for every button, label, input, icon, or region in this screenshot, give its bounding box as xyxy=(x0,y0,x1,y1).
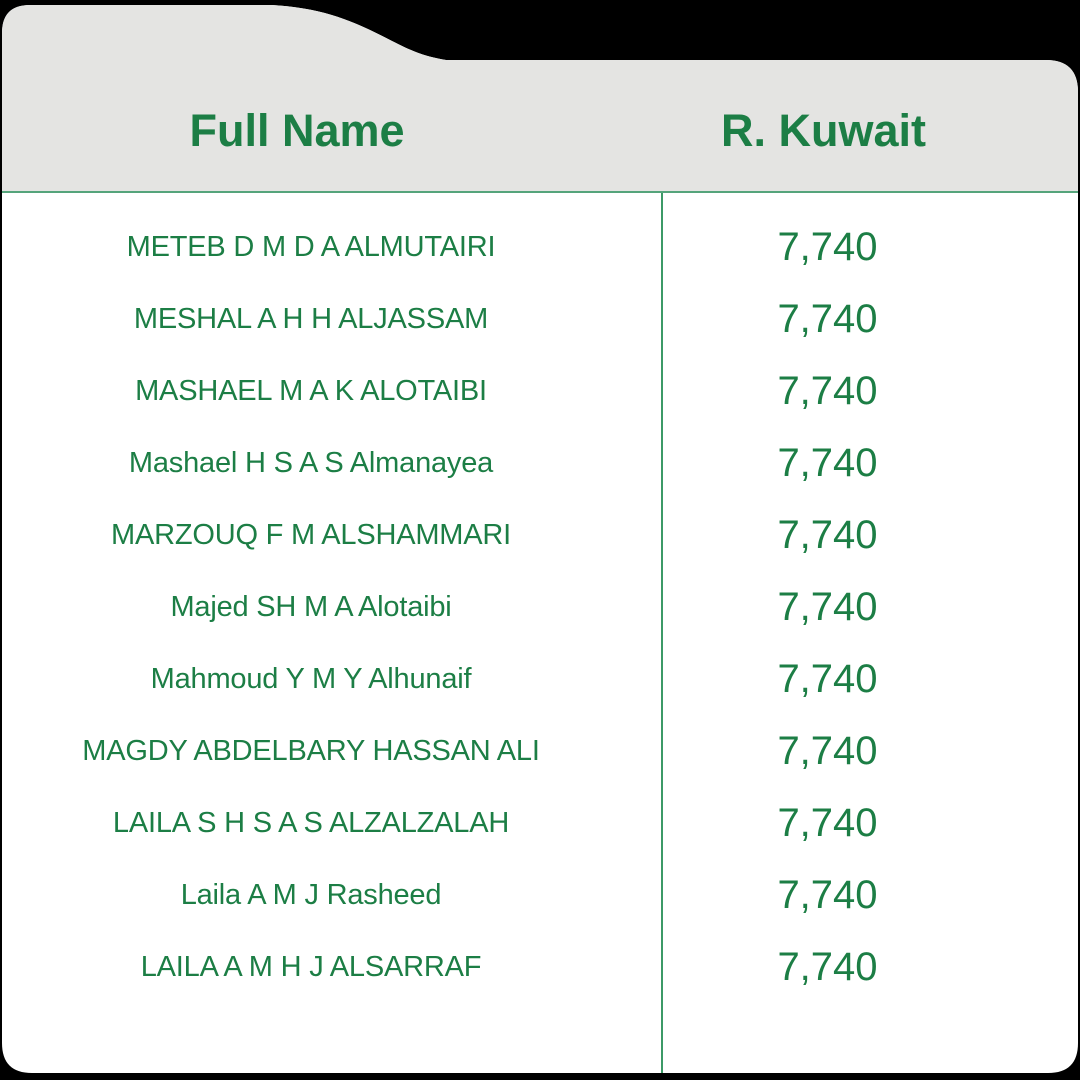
full-name-cell: MASHAEL M A K ALOTAIBI xyxy=(135,374,487,407)
value-cell: 7,740 xyxy=(777,296,878,341)
table-row: Majed SH M A Alotaibi 7,740 xyxy=(2,571,1079,643)
full-name-cell: Mahmoud Y M Y Alhunaif xyxy=(150,662,472,695)
full-name-cell: MARZOUQ F M ALSHAMMARI xyxy=(110,518,511,551)
table-row: MARZOUQ F M ALSHAMMARI 7,740 xyxy=(2,499,1079,571)
value-cell: 7,740 xyxy=(777,944,878,989)
full-name-cell: Majed SH M A Alotaibi xyxy=(170,590,452,623)
value-cell: 7,740 xyxy=(777,368,878,413)
value-cell: 7,740 xyxy=(777,440,878,485)
column-header-r-kuwait: R. Kuwait xyxy=(720,105,926,156)
table-row: LAILA A M H J ALSARRAF 7,740 xyxy=(2,931,1079,1003)
table-row: MESHAL A H H ALJASSAM 7,740 xyxy=(2,283,1079,355)
table-row: Mahmoud Y M Y Alhunaif 7,740 xyxy=(2,643,1079,715)
table-row: MASHAEL M A K ALOTAIBI 7,740 xyxy=(2,355,1079,427)
value-cell: 7,740 xyxy=(777,872,878,917)
full-name-cell: Mashael H S A S Almanayea xyxy=(128,446,494,479)
table-body: METEB D M D A ALMUTAIRI 7,740 MESHAL A H… xyxy=(2,193,1079,1073)
value-cell: 7,740 xyxy=(777,584,878,629)
full-name-cell: LAILA S H S A S ALZALZALAH xyxy=(112,806,510,839)
full-name-cell: Laila A M J Rasheed xyxy=(180,878,442,911)
table-row: MAGDY ABDELBARY HASSAN ALI 7,740 xyxy=(2,715,1079,787)
table-row: LAILA S H S A S ALZALZALAH 7,740 xyxy=(2,787,1079,859)
table-row: Laila A M J Rasheed 7,740 xyxy=(2,859,1079,931)
value-cell: 7,740 xyxy=(777,728,878,773)
value-cell: 7,740 xyxy=(777,224,878,269)
card-body-shape xyxy=(2,5,1078,1073)
column-header-full-name: Full Name xyxy=(189,105,405,156)
value-cell: 7,740 xyxy=(777,656,878,701)
table-row: METEB D M D A ALMUTAIRI 7,740 xyxy=(2,211,1079,283)
full-name-cell: MAGDY ABDELBARY HASSAN ALI xyxy=(82,734,540,767)
full-name-cell: LAILA A M H J ALSARRAF xyxy=(140,950,482,983)
header-band-shape xyxy=(2,5,1078,191)
value-cell: 7,740 xyxy=(777,800,878,845)
full-name-cell: MESHAL A H H ALJASSAM xyxy=(133,302,489,335)
full-name-cell: METEB D M D A ALMUTAIRI xyxy=(126,230,496,263)
table-row: Mashael H S A S Almanayea 7,740 xyxy=(2,427,1079,499)
value-cell: 7,740 xyxy=(777,512,878,557)
